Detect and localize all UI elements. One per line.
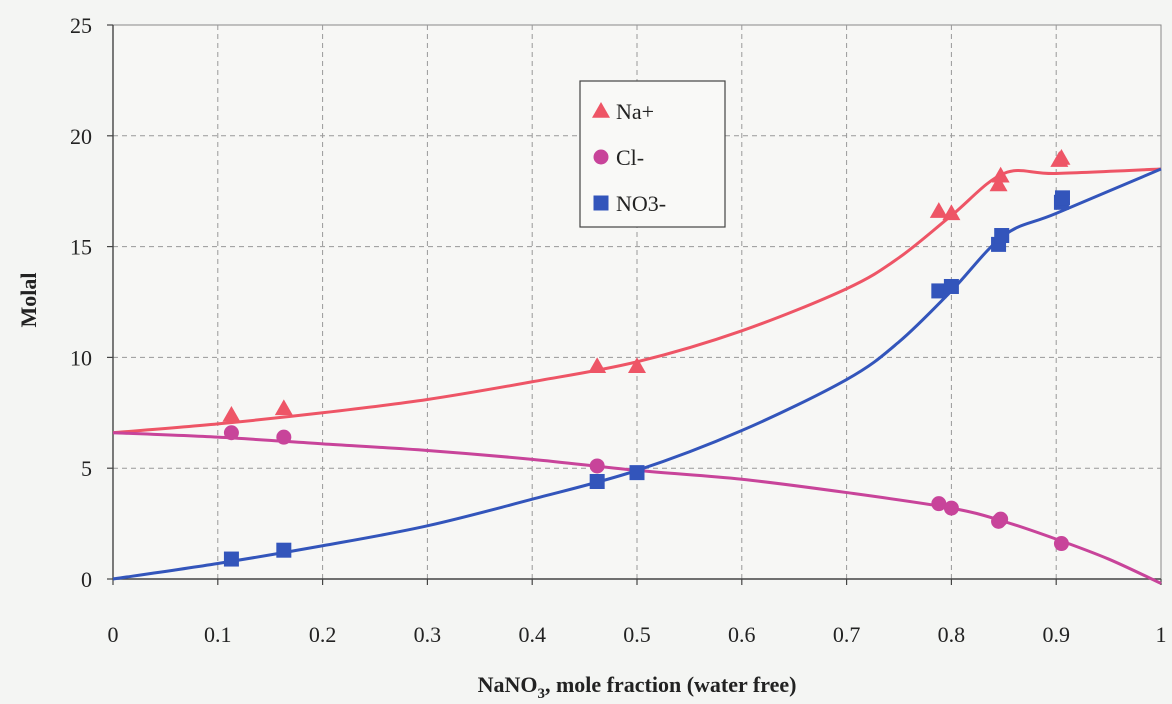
point-na [1052,148,1071,165]
data-points [222,148,1071,567]
x-axis-title-rest: , mole fraction (water free) [545,672,796,697]
x-axis-title-main: NaNO [478,672,538,697]
legend-marker-no3 [593,195,609,211]
legend-marker-na [592,102,610,118]
x-tick-label: 0.1 [204,622,232,647]
x-tick-label: 1 [1156,622,1167,647]
point-na [929,202,948,218]
point-no3 [589,473,605,489]
x-tick-label: 0.6 [728,622,756,647]
point-no3 [1054,190,1070,206]
point-na [588,357,607,374]
x-axis-title-sub: 3 [537,686,545,702]
point-cl [276,429,292,445]
point-na [942,204,961,221]
y-tick-label: 20 [70,124,92,149]
y-tick-label: 0 [81,567,92,592]
x-tick-label: 0.7 [833,622,861,647]
point-cl [223,425,239,441]
x-tick-label: 0 [108,622,119,647]
y-tick-label: 10 [70,345,92,370]
point-na [222,406,241,422]
point-cl [1053,536,1069,552]
legend-label-no3: NO3- [616,191,666,216]
legend-marker-cl [593,149,609,165]
point-cl [931,496,947,512]
point-na [989,175,1008,192]
axes [107,24,1162,585]
point-na [274,399,293,416]
point-cl [589,458,605,474]
point-no3 [629,465,645,481]
y-axis-title: Molal [16,273,41,328]
curve-cl [112,431,1162,585]
x-tick-label: 0.4 [518,622,546,647]
y-tick-label: 15 [70,235,92,260]
point-no3 [931,283,947,299]
x-tick-label: 0.8 [938,622,966,647]
legend: Na+ Cl- NO3- [579,80,726,228]
y-tick-label: 5 [81,456,92,481]
x-tick-label: 0.2 [309,622,337,647]
point-no3 [943,278,959,294]
y-tick-label: 25 [70,13,92,38]
legend-label-cl: Cl- [616,145,644,170]
legend-label-na: Na+ [616,99,654,124]
point-na [991,166,1010,183]
x-tick-label: 0.5 [623,622,651,647]
point-no3 [994,228,1010,244]
point-no3 [276,542,292,558]
x-tick-label: 0.9 [1042,622,1070,647]
point-cl [993,511,1009,527]
point-na [628,357,646,374]
point-no3 [223,551,239,567]
point-cl [943,500,959,516]
x-axis-title: NaNO3, mole fraction (water free) [478,672,797,702]
x-tick-label: 0.3 [414,622,442,647]
